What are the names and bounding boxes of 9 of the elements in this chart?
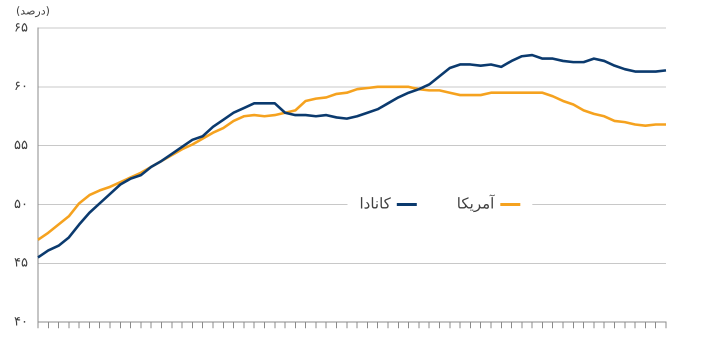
y-tick-label: ۵۵ (14, 138, 28, 154)
legend-label: کانادا (360, 194, 392, 212)
legend-label: آمریکا (456, 193, 496, 212)
y-tick-label: ۴۵ (14, 256, 28, 271)
y-tick-label: ۶۵ (14, 20, 28, 36)
y-axis-title: (درصد) (16, 4, 50, 18)
y-tick-label: ۵۰ (14, 196, 28, 212)
y-tick-label: ۶۰ (14, 79, 28, 94)
y-tick-label: ۴۰ (14, 314, 28, 330)
